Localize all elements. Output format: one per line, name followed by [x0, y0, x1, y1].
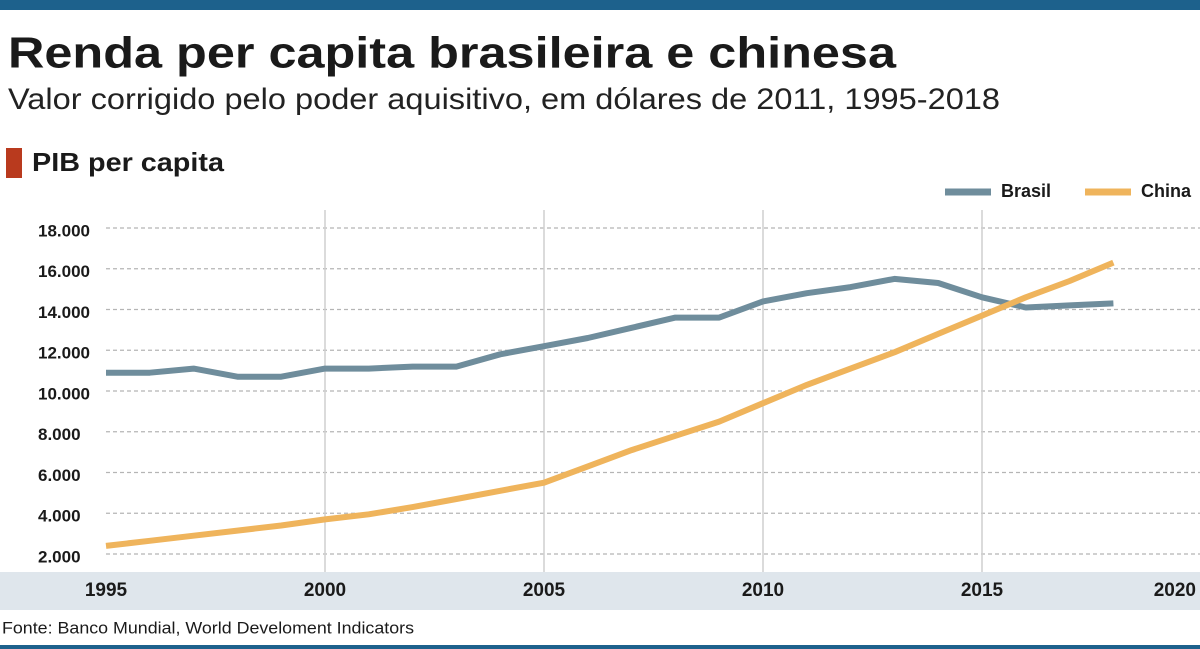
source: Fonte: Banco Mundial, World Develoment I… — [2, 618, 414, 637]
x-tick-label: 2010 — [742, 580, 784, 601]
series-line — [105, 259, 1115, 549]
y-tick-label: 18.000 — [38, 221, 90, 240]
y-tick-label: 14.000 — [38, 303, 90, 322]
y-tick-label: 8.000 — [38, 425, 81, 444]
x-tick-label: 2015 — [961, 580, 1004, 601]
series-line — [106, 275, 1114, 380]
x-tick-label: 2020 — [1154, 580, 1196, 601]
legend-label: China — [1141, 181, 1192, 201]
y-tick-label: 10.000 — [38, 384, 90, 403]
x-tick-label: 2000 — [304, 580, 346, 601]
x-axis-band — [0, 572, 1200, 610]
bottom-bar — [0, 645, 1200, 649]
x-tick-label: 2005 — [523, 580, 566, 601]
y-tick-label: 6.000 — [38, 466, 81, 485]
y-tick-label: 2.000 — [38, 547, 81, 566]
legend-label: Brasil — [1001, 181, 1051, 201]
chart-title: Renda per capita brasileira e chinesa — [8, 29, 897, 78]
y-tick-label: 4.000 — [38, 507, 81, 526]
y-tick-label: 12.000 — [38, 344, 90, 363]
top-bar — [0, 0, 1200, 10]
chart-subtitle: Valor corrigido pelo poder aquisitivo, e… — [8, 83, 1000, 116]
y-tick-label: 16.000 — [38, 262, 90, 281]
section-marker — [6, 148, 22, 178]
section-label: PIB per capita — [32, 147, 225, 177]
x-tick-label: 1995 — [85, 580, 128, 601]
